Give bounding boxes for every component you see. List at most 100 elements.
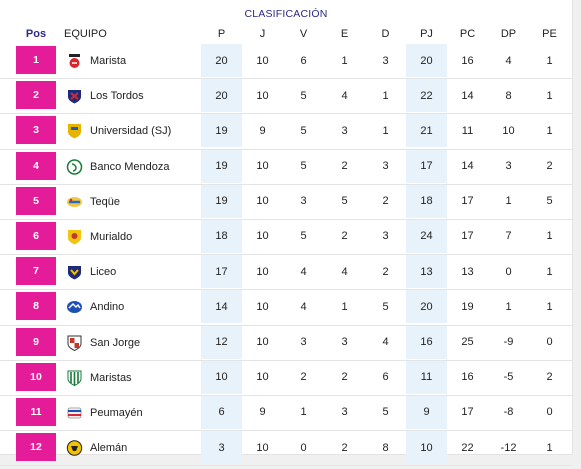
table-row[interactable]: 3 Universidad (SJ) 19 9 5 3 1 21 11 10 1 xyxy=(0,114,572,150)
table-row[interactable]: 11 Peumayén 6 9 1 3 5 9 17 -8 0 xyxy=(0,395,572,432)
team-name[interactable]: Liceo xyxy=(90,266,117,279)
team-name[interactable]: San Jorge xyxy=(90,336,141,349)
table-header: Pos EQUIPO P J V E D PJ PC DP PE xyxy=(0,24,572,44)
stat-dp: 0 xyxy=(505,265,512,278)
position-badge: 8 xyxy=(16,292,56,321)
table-row[interactable]: 5 Teqüe 19 10 3 5 2 18 17 1 5 xyxy=(0,184,572,220)
position-badge: 7 xyxy=(16,257,56,286)
stat-p: 10 xyxy=(201,360,242,394)
team-name[interactable]: Los Tordos xyxy=(90,90,144,103)
stat-e: 2 xyxy=(341,160,348,173)
stat-dp: 8 xyxy=(505,89,512,102)
stat-pj: 17 xyxy=(406,149,447,183)
stat-d: 6 xyxy=(382,371,389,384)
table-row[interactable]: 12 Alemán 3 10 0 2 8 10 22 -12 1 xyxy=(0,431,572,467)
stat-pc: 17 xyxy=(461,230,474,243)
table-row[interactable]: 1 Marista 20 10 6 1 3 20 16 4 1 xyxy=(0,44,572,80)
stat-dp: 7 xyxy=(505,230,512,243)
stat-pc: 17 xyxy=(461,406,474,419)
stat-e: 2 xyxy=(341,230,348,243)
stat-v: 1 xyxy=(300,406,307,419)
team-name[interactable]: Alemán xyxy=(90,442,128,455)
stat-pc: 13 xyxy=(461,265,474,278)
stat-d: 1 xyxy=(382,89,389,102)
table-row[interactable]: 9 San Jorge 12 10 3 3 4 16 25 -9 0 xyxy=(0,325,572,361)
stat-dp: 1 xyxy=(505,300,512,313)
stat-v: 3 xyxy=(300,336,307,348)
stat-pc: 11 xyxy=(461,124,474,137)
stat-v: 2 xyxy=(300,371,307,384)
table-row[interactable]: 7 Liceo 17 10 4 4 2 13 13 0 1 xyxy=(0,255,572,291)
position-badge: 2 xyxy=(16,81,56,110)
stat-pj: 11 xyxy=(406,360,447,394)
stat-p: 12 xyxy=(201,325,242,359)
stat-dp: 1 xyxy=(505,195,512,208)
stat-pj: 20 xyxy=(406,290,447,324)
stat-pe: 1 xyxy=(546,230,553,243)
stat-e: 4 xyxy=(341,89,348,102)
position-badge: 3 xyxy=(16,116,56,145)
header-pos: Pos xyxy=(25,28,47,40)
team-name[interactable]: Peumayén xyxy=(90,406,143,419)
team-name[interactable]: Universidad (SJ) xyxy=(90,125,172,138)
stat-v: 5 xyxy=(300,160,307,173)
header-pc: PC xyxy=(459,28,476,40)
stat-dp: -12 xyxy=(500,441,517,454)
stat-dp: 10 xyxy=(502,124,515,137)
position-badge: 10 xyxy=(16,362,56,391)
team-name[interactable]: Maristas xyxy=(90,371,132,384)
stat-p: 17 xyxy=(201,255,242,289)
stat-e: 1 xyxy=(341,300,348,313)
table-row[interactable]: 4 Banco Mendoza 19 10 5 2 3 17 14 3 2 xyxy=(0,149,572,185)
stat-pc: 14 xyxy=(461,160,474,173)
stat-e: 2 xyxy=(341,441,348,454)
stat-pj: 16 xyxy=(406,325,447,359)
peumayen-crest-icon xyxy=(67,407,82,419)
table-row[interactable]: 6 Murialdo 18 10 5 2 3 24 17 7 1 xyxy=(0,219,572,256)
team-name[interactable]: Marista xyxy=(90,55,127,67)
stat-pe: 1 xyxy=(546,54,553,67)
team-name[interactable]: Banco Mendoza xyxy=(90,160,170,173)
murialdo-crest-icon xyxy=(68,229,81,245)
stat-dp: -9 xyxy=(503,336,514,348)
table-row[interactable]: 8 Andino 14 10 4 1 5 20 19 1 1 xyxy=(0,290,572,326)
stat-dp: -8 xyxy=(503,406,514,419)
header-p: P xyxy=(217,28,226,40)
stat-j: 9 xyxy=(259,406,266,419)
stat-e: 4 xyxy=(341,265,348,278)
stat-v: 0 xyxy=(300,441,307,454)
stat-pe: 1 xyxy=(546,441,553,454)
stat-d: 8 xyxy=(382,441,389,454)
stat-j: 10 xyxy=(256,336,269,348)
stat-d: 4 xyxy=(382,336,389,348)
position-badge: 6 xyxy=(16,221,56,250)
stat-v: 4 xyxy=(300,265,307,278)
stat-dp: 3 xyxy=(505,160,512,173)
stat-v: 6 xyxy=(300,54,307,67)
stat-p: 20 xyxy=(201,44,242,77)
stat-pe: 1 xyxy=(546,300,553,313)
stat-v: 5 xyxy=(300,124,307,137)
stat-pe: 0 xyxy=(546,406,553,419)
team-name[interactable]: Teqüe xyxy=(90,195,120,208)
stat-pe: 1 xyxy=(546,265,553,278)
stat-pj: 22 xyxy=(406,79,447,113)
stat-d: 3 xyxy=(382,54,389,67)
andino-crest-icon xyxy=(67,301,82,314)
position-badge: 1 xyxy=(16,46,56,74)
position-badge: 9 xyxy=(16,327,56,356)
stat-e: 3 xyxy=(341,406,348,419)
stat-d: 1 xyxy=(382,124,389,137)
header-e: E xyxy=(340,28,349,40)
table-row[interactable]: 2 Los Tordos 20 10 5 4 1 22 14 8 1 xyxy=(0,79,572,115)
stat-pj: 13 xyxy=(406,255,447,289)
header-j: J xyxy=(259,28,266,40)
team-name[interactable]: Murialdo xyxy=(90,230,133,243)
position-badge: 4 xyxy=(16,151,56,180)
stat-j: 10 xyxy=(256,300,269,313)
stat-p: 14 xyxy=(201,290,242,324)
table-row[interactable]: 10 Maristas 10 10 2 2 6 11 16 -5 2 xyxy=(0,360,572,396)
team-name[interactable]: Andino xyxy=(90,301,125,314)
stat-pj: 24 xyxy=(406,219,447,253)
header-pe: PE xyxy=(542,28,557,40)
